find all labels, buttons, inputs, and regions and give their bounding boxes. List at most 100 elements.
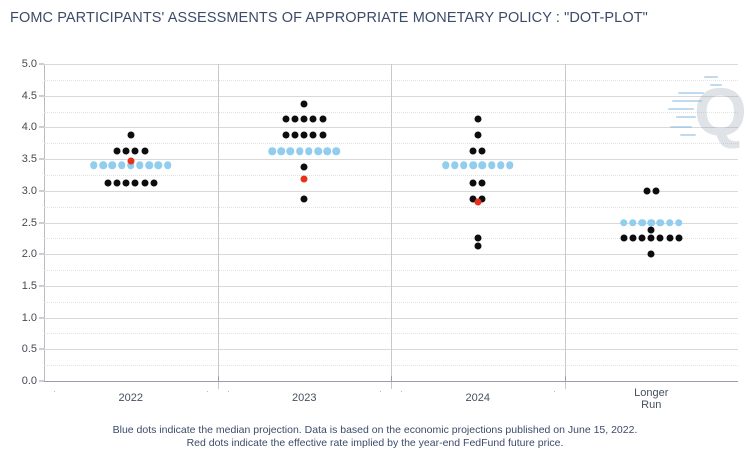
- implied-rate-dot: [474, 198, 482, 206]
- median-dot: [675, 218, 683, 227]
- x-axis: 2022 2023 2024 Longer Run: [44, 376, 738, 421]
- projection-dot: [675, 234, 683, 242]
- group-separator: [217, 64, 219, 389]
- median-dot: [90, 161, 98, 170]
- page-title: FOMC PARTICIPANTS' ASSESSMENTS OF APPROP…: [10, 10, 648, 26]
- footnote-line-1: Blue dots indicate the median projection…: [112, 424, 638, 436]
- footnote-line-2: Red dots indicate the effective rate imp…: [186, 437, 564, 449]
- y-axis-tick: [39, 317, 44, 319]
- x-axis-line: [44, 381, 738, 382]
- implied-rate-dot: [300, 175, 308, 183]
- median-dot: [127, 161, 135, 170]
- median-dot: [487, 161, 496, 170]
- projection-dot: [122, 147, 130, 155]
- x-axis-group-2022: 2022: [54, 391, 208, 421]
- projection-dot: [282, 131, 290, 139]
- y-axis-tick: [39, 95, 44, 97]
- y-axis-tick: [39, 63, 44, 65]
- projection-dot: [478, 147, 486, 155]
- implied-rate-dot: [127, 157, 135, 165]
- projection-dot: [319, 131, 327, 139]
- projection-dot: [300, 163, 308, 171]
- projection-dot: [638, 234, 646, 242]
- y-axis-tick: [39, 126, 44, 128]
- y-axis-tick: [39, 158, 44, 160]
- group-separator: [564, 64, 566, 389]
- y-axis-tick-label: 5.0: [21, 58, 37, 70]
- projection-dot: [474, 131, 482, 139]
- y-axis-tick: [39, 380, 44, 382]
- projection-dot: [652, 187, 660, 195]
- projection-dot: [141, 147, 149, 155]
- median-dot: [506, 161, 514, 170]
- projection-dot: [122, 179, 130, 187]
- projection-dot: [291, 131, 299, 139]
- projection-dot: [474, 234, 482, 242]
- y-axis-tick-label: 0.5: [21, 343, 37, 356]
- projection-dot: [620, 234, 628, 242]
- x-axis-group-label-line-2: Run: [641, 399, 662, 411]
- y-axis-tick-label: 0.0: [21, 375, 37, 387]
- projection-dot: [319, 115, 327, 123]
- projection-dot: [113, 147, 121, 155]
- x-axis-group-longer-run: Longer Run: [574, 387, 728, 421]
- projection-dot: [150, 179, 158, 187]
- x-axis-group-label: Longer Run: [574, 387, 728, 411]
- median-dot: [314, 147, 322, 155]
- median-dot: [638, 218, 646, 227]
- median-dot: [629, 218, 637, 227]
- projection-dot: [478, 179, 486, 187]
- x-axis-group-2024: 2024: [401, 391, 555, 421]
- median-dot: [460, 161, 468, 170]
- projection-dot: [131, 147, 139, 155]
- median-dot: [286, 147, 295, 155]
- y-axis-tick-label: 2.0: [21, 248, 37, 261]
- y-axis-tick-label: 1.0: [21, 311, 37, 324]
- median-dot: [665, 218, 674, 227]
- y-axis-tick: [39, 222, 44, 223]
- y-axis-tick: [39, 190, 44, 192]
- x-axis-group-label: 2024: [401, 392, 555, 404]
- x-axis-group-label: 2023: [227, 392, 381, 404]
- projection-dot: [300, 131, 308, 139]
- y-axis-tick: [39, 285, 44, 287]
- projection-dot: [113, 179, 121, 187]
- projection-dot: [474, 115, 482, 123]
- median-dot: [656, 218, 665, 227]
- median-dot: [154, 161, 163, 170]
- x-axis-tick: [217, 376, 219, 381]
- median-dot: [441, 161, 450, 170]
- y-axis-tick-label: 1.5: [21, 279, 37, 292]
- median-dot: [268, 147, 276, 155]
- median-dot: [108, 161, 117, 170]
- y-axis-tick-label: 4.0: [21, 121, 37, 134]
- projection-dot: [647, 234, 655, 242]
- x-axis-tick: [391, 376, 392, 381]
- median-dot: [332, 147, 341, 155]
- median-dot: [117, 161, 126, 170]
- projection-dot: [141, 179, 149, 187]
- projection-dot: [309, 115, 317, 123]
- median-dot: [323, 147, 331, 155]
- median-dot: [497, 161, 505, 170]
- projection-dot: [647, 226, 655, 234]
- group-separator: [391, 64, 392, 389]
- projection-dot: [469, 147, 477, 155]
- projection-dot: [469, 179, 477, 187]
- projection-dot: [127, 131, 135, 139]
- median-dot: [145, 161, 153, 170]
- x-axis-group-2023: 2023: [227, 391, 381, 421]
- y-axis-tick-label: 3.0: [21, 184, 37, 197]
- projection-dot: [629, 234, 637, 242]
- projection-dot: [474, 242, 482, 250]
- median-dot: [478, 161, 487, 170]
- projection-dot: [478, 195, 486, 203]
- projection-dot: [300, 115, 308, 123]
- median-dot: [163, 161, 172, 170]
- y-axis-tick: [39, 348, 44, 350]
- projection-dot: [647, 250, 655, 258]
- median-dot: [647, 218, 655, 227]
- projection-dot: [282, 115, 290, 123]
- projection-dot: [291, 115, 299, 123]
- projection-dot: [309, 131, 317, 139]
